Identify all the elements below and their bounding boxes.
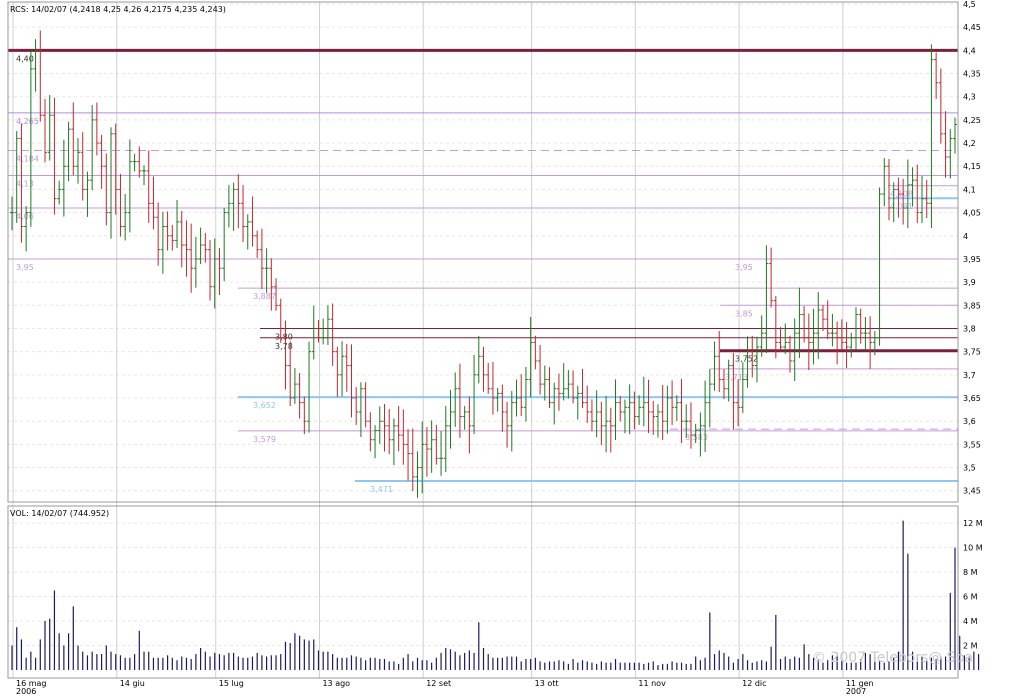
level-label: 4,06	[16, 212, 34, 221]
date-tick-label: 13 ott	[535, 679, 559, 688]
year-tick-label: 2007	[846, 687, 866, 696]
level-label: 3,583	[685, 433, 708, 442]
volume-tick-label: 8 M	[963, 568, 978, 577]
price-tick-label: 3,95	[963, 255, 981, 264]
level-label: 3,471	[370, 485, 393, 494]
price-tick-label: 3,6	[963, 417, 976, 426]
price-panel-frame	[7, 1, 959, 503]
price-tick-label: 4	[963, 232, 968, 241]
date-tick-label: 12 set	[426, 679, 451, 688]
volume-bars	[11, 520, 980, 670]
level-label: 3,80	[275, 332, 293, 341]
volume-tick-label: 6 M	[963, 593, 978, 602]
price-tick-label: 3,8	[963, 324, 976, 333]
watermark: © 2007 Telebors@ Spa	[812, 650, 973, 666]
year-tick-label: 2006	[16, 687, 36, 696]
price-tick-label: 4,3	[963, 93, 976, 102]
price-tick-label: 4,05	[963, 209, 981, 218]
price-tick-label: 3,5	[963, 464, 976, 473]
date-tick-label: 15 lug	[219, 679, 244, 688]
volume-panel-frame	[7, 505, 959, 679]
price-tick-label: 3,85	[963, 301, 981, 310]
price-tick-label: 4,25	[963, 116, 981, 125]
price-tick-label: 4,1	[963, 185, 976, 194]
date-tick-label: 12 dic	[742, 679, 766, 688]
date-tick-label: 13 ago	[322, 679, 350, 688]
support-resistance-levels: 4,40 4,265 4,184 4,13 4,06 3,95 3,887 3,803,78 3…	[8, 48, 958, 494]
volume-tick-label: 4 M	[963, 617, 978, 626]
level-label: 4,40	[16, 54, 34, 63]
level-label: 4,13	[16, 180, 34, 189]
price-tick-label: 3,9	[963, 278, 976, 287]
volume-header: VOL: 14/02/07 (744.952)	[10, 509, 109, 518]
level-label: 3,85	[735, 309, 753, 318]
volume-axis-labels: 12 M 10 M 8 M 6 M 4 M 2 M	[963, 519, 983, 650]
price-axis-labels: 4,5 4,45 4,4 4,35 4,3 4,25 4,2 4,15 4,1 4,05 4 3,95…	[963, 0, 981, 496]
price-tick-label: 3,75	[963, 348, 981, 357]
price-tick-label: 4,35	[963, 70, 981, 79]
price-tick-label: 4,45	[963, 23, 981, 32]
date-tick-label: 11 nov	[638, 679, 666, 688]
price-tick-label: 3,55	[963, 440, 981, 449]
level-label: 3,652	[253, 401, 276, 410]
price-tick-label: 4,15	[963, 162, 981, 171]
price-tick-label: 4,2	[963, 139, 976, 148]
date-tick-label: 16 mag	[16, 679, 47, 688]
price-tick-label: 4,4	[963, 46, 976, 55]
price-tick-label: 3,45	[963, 487, 981, 496]
level-label: 3,713	[725, 373, 748, 382]
price-tick-label: 3,7	[963, 371, 976, 380]
price-bars	[10, 30, 957, 498]
price-tick-label: 4,5	[963, 0, 976, 9]
date-tick-label: 11 gen	[846, 679, 874, 688]
volume-tick-label: 2 M	[963, 642, 978, 651]
level-label: 3,887	[253, 292, 276, 301]
volume-tick-label: 12 M	[963, 519, 983, 528]
date-tick-label: 14 giu	[120, 679, 145, 688]
level-label: 3,78	[275, 342, 293, 351]
level-label: 3,95	[16, 263, 34, 272]
price-tick-label: 3,65	[963, 394, 981, 403]
price-header: RCS: 14/02/07 (4,2418 4,25 4,26 4,2175 4…	[10, 5, 226, 14]
level-label: 4,081	[890, 202, 913, 211]
level-label: 4,265	[16, 117, 39, 126]
level-label: 4,184	[16, 154, 39, 163]
level-label: 3,752	[735, 355, 758, 364]
level-label: 3,579	[253, 435, 276, 444]
volume-tick-label: 10 M	[963, 544, 983, 553]
level-label: 3,95	[735, 263, 753, 272]
